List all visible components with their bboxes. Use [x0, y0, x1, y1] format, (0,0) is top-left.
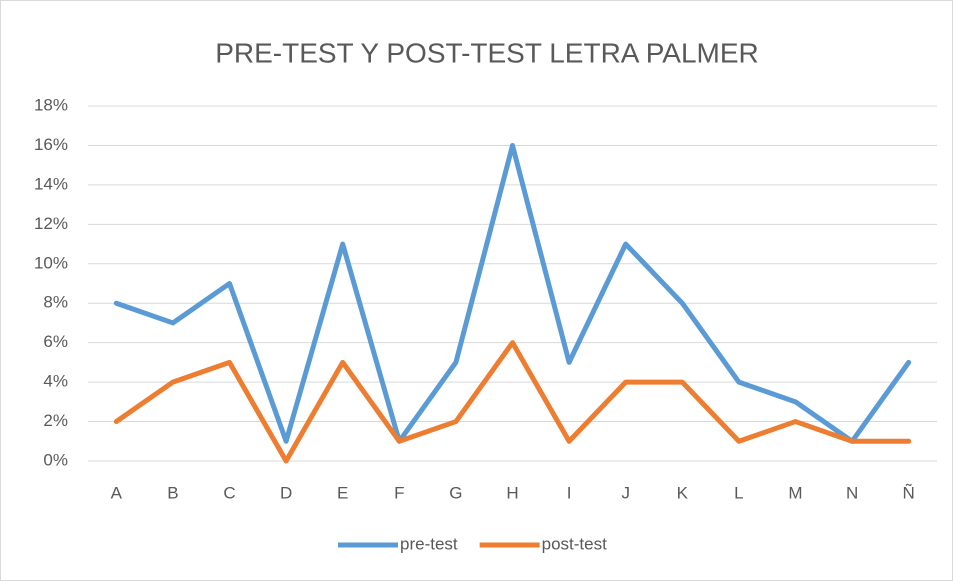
x-tick-label: H	[506, 483, 518, 502]
y-tick-label: 8%	[43, 293, 68, 312]
x-tick-label: F	[394, 483, 404, 502]
y-tick-label: 10%	[34, 253, 68, 272]
x-tick-label: J	[621, 483, 630, 502]
x-tick-label: G	[449, 483, 462, 502]
x-tick-label: K	[677, 483, 689, 502]
x-tick-label: I	[567, 483, 572, 502]
x-tick-label: D	[280, 483, 292, 502]
y-tick-label: 14%	[34, 174, 68, 193]
chart-title: PRE-TEST Y POST-TEST LETRA PALMER	[215, 37, 759, 68]
x-tick-label: C	[223, 483, 235, 502]
legend-label: pre-test	[400, 534, 458, 553]
legend-label: post-test	[542, 534, 607, 553]
y-tick-label: 18%	[34, 95, 68, 114]
y-tick-label: 16%	[34, 135, 68, 154]
x-tick-label: M	[788, 483, 802, 502]
y-tick-label: 6%	[43, 332, 68, 351]
x-tick-label: A	[111, 483, 123, 502]
y-tick-label: 2%	[43, 411, 68, 430]
x-tick-label: N	[846, 483, 858, 502]
series-line	[113, 142, 912, 444]
y-tick-label: 12%	[34, 214, 68, 233]
y-tick-label: 0%	[43, 450, 68, 469]
x-tick-label: E	[337, 483, 348, 502]
x-tick-label: Ñ	[903, 483, 915, 502]
x-tick-label: B	[167, 483, 178, 502]
y-tick-label: 4%	[43, 372, 68, 391]
x-tick-label: L	[734, 483, 743, 502]
series-line	[113, 340, 912, 464]
